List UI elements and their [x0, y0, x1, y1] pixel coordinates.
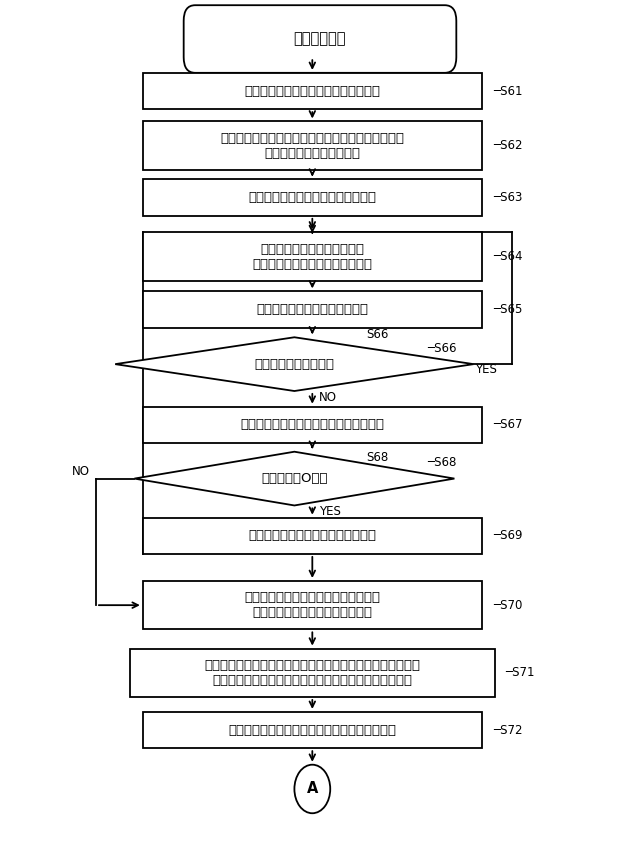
- Text: S66: S66: [366, 328, 388, 341]
- Text: NO: NO: [72, 466, 90, 478]
- Bar: [143, 581, 482, 629]
- Text: ─S70: ─S70: [493, 599, 522, 611]
- Bar: [143, 179, 482, 216]
- Bar: [143, 73, 482, 109]
- Bar: [143, 518, 482, 554]
- Text: ─S71: ─S71: [506, 667, 535, 679]
- Text: 桁かりが行われたか？: 桁かりが行われたか？: [255, 358, 335, 370]
- Bar: [143, 712, 482, 748]
- Text: 各データポイントとして０をセット: 各データポイントとして０をセット: [248, 530, 376, 542]
- Text: 内部抽籤処理: 内部抽籤処理: [294, 31, 346, 47]
- Text: ─S61: ─S61: [493, 85, 522, 97]
- Text: S68: S68: [366, 451, 388, 464]
- Text: 内部抽籤テーブルを参照し、
当籤番号に対応する抽籤値を取得: 内部抽籤テーブルを参照し、 当籤番号に対応する抽籤値を取得: [252, 243, 372, 271]
- Text: 内部当籤役に応じて内部当籤役格納領域を更新: 内部当籤役に応じて内部当籤役格納領域を更新: [228, 724, 396, 736]
- Polygon shape: [134, 452, 454, 505]
- Text: ─S63: ─S63: [493, 192, 522, 204]
- Text: 小役・リプレイ用データポインタ及び
ボーナス用データポインタを取得: 小役・リプレイ用データポインタ及び ボーナス用データポインタを取得: [244, 591, 380, 619]
- Bar: [143, 291, 482, 328]
- Text: 抽籤回数はOか？: 抽籤回数はOか？: [261, 473, 328, 485]
- Bar: [143, 232, 482, 281]
- Text: ─S69: ─S69: [493, 530, 522, 542]
- Text: ─S66: ─S66: [428, 342, 457, 355]
- Text: NO: NO: [319, 391, 337, 403]
- Bar: [143, 121, 482, 170]
- Text: A: A: [307, 781, 318, 797]
- Text: 当籤番号の初期値として１をセット: 当籤番号の初期値として１をセット: [248, 192, 376, 204]
- Text: 抽籤回数を１減算し、当籤番号を１加算: 抽籤回数を１減算し、当籤番号を１加算: [241, 419, 384, 431]
- Bar: [130, 649, 495, 697]
- Circle shape: [294, 765, 330, 813]
- Text: 乱数値格納領域に格納されている乱数値を取得し、
判定用乱数値としてセット: 乱数値格納領域に格納されている乱数値を取得し、 判定用乱数値としてセット: [220, 132, 404, 160]
- FancyBboxPatch shape: [184, 5, 456, 73]
- Text: ─S65: ─S65: [493, 303, 522, 316]
- Text: ─S68: ─S68: [428, 457, 457, 469]
- Polygon shape: [115, 337, 474, 391]
- Text: ─S67: ─S67: [493, 419, 522, 431]
- Bar: [143, 407, 482, 443]
- Text: 小役・リプレイ用内部当籤役決定テーブルを参照し、小役・
リプレイ用データポインタに基づいて内部当籤役を取得: 小役・リプレイ用内部当籤役決定テーブルを参照し、小役・ リプレイ用データポインタ…: [204, 659, 420, 687]
- Text: YES: YES: [475, 363, 497, 375]
- Text: 判定用乱数値から抽籤値を減算: 判定用乱数値から抽籤値を減算: [256, 303, 369, 316]
- Text: ─S72: ─S72: [493, 724, 522, 736]
- Text: ─S62: ─S62: [493, 140, 522, 152]
- Text: ─S64: ─S64: [493, 251, 522, 263]
- Text: 内部抽籤テーブル及び抽籤回数を決定: 内部抽籤テーブル及び抽籤回数を決定: [244, 85, 380, 97]
- Text: YES: YES: [319, 505, 340, 518]
